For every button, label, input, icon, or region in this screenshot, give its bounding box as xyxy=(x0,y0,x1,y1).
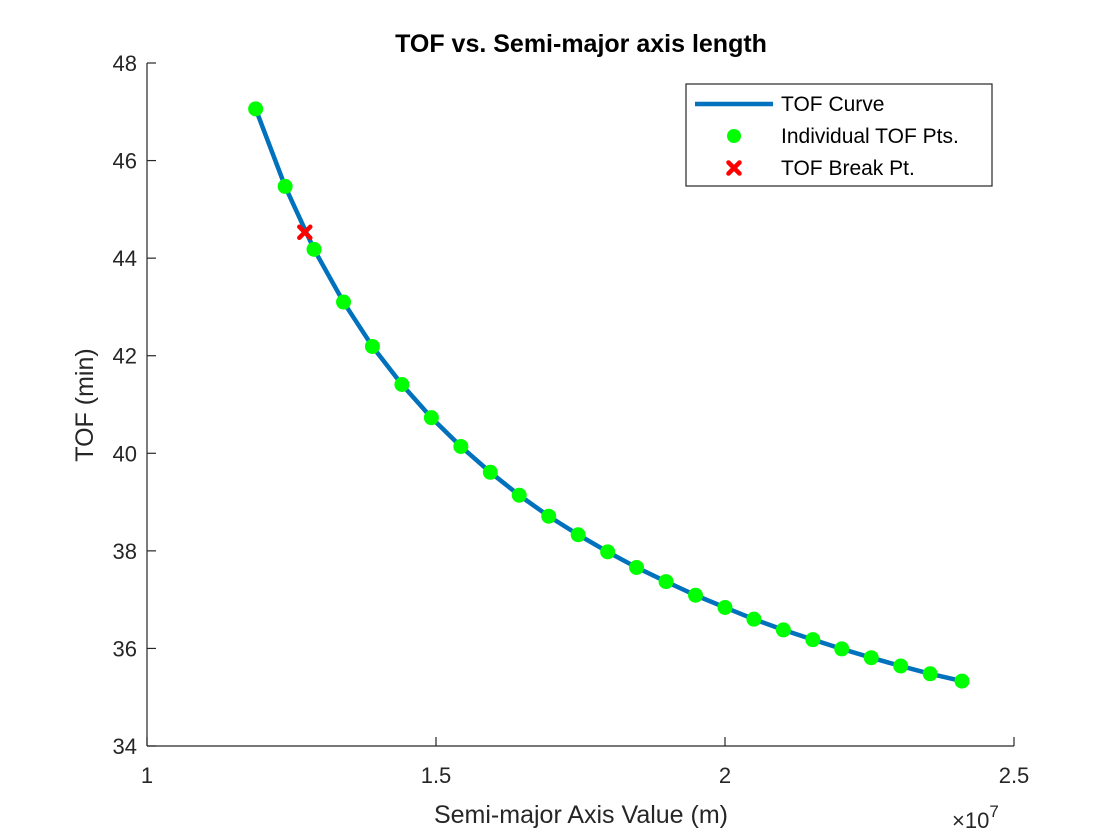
chart-title: TOF vs. Semi-major axis length xyxy=(395,30,767,58)
tof-point xyxy=(364,338,380,354)
tof-point xyxy=(688,587,704,603)
legend-circle-symbol xyxy=(727,129,741,143)
tof-point xyxy=(922,666,938,682)
y-tick-label: 36 xyxy=(113,636,137,661)
tof-point xyxy=(394,376,410,392)
tof-point xyxy=(277,178,293,194)
tof-point xyxy=(248,101,264,117)
tof-point xyxy=(954,673,970,689)
x-axis-exponent: ×107 xyxy=(952,802,999,833)
legend: TOF Curve Individual TOF Pts. TOF Break Pt… xyxy=(685,83,993,187)
y-axis-label: TOF (min) xyxy=(71,348,99,461)
axes: 1 1.5 2 2.5 34 36 38 40 42 44 46 48 xyxy=(113,51,1030,788)
tof-break-point xyxy=(297,224,313,241)
x-tick-label: 2.5 xyxy=(999,763,1030,788)
break-mark-stroke-b xyxy=(297,224,313,241)
x-tick-label: 2 xyxy=(719,763,731,788)
tof-point xyxy=(893,658,909,674)
tof-point xyxy=(306,241,322,257)
y-tick-label: 44 xyxy=(113,246,137,271)
legend-entry-label: Individual TOF Pts. xyxy=(781,125,959,148)
tof-point xyxy=(863,650,879,666)
tof-point xyxy=(600,544,616,560)
x-exponent-base: ×10 xyxy=(952,808,989,833)
tof-point xyxy=(453,438,469,454)
x-tick-label: 1 xyxy=(141,763,153,788)
x-exponent-power: 7 xyxy=(989,802,998,821)
legend-x-stroke-b xyxy=(726,160,742,176)
y-tick-label: 38 xyxy=(113,539,137,564)
tof-point xyxy=(805,632,821,648)
tof-point xyxy=(746,611,762,627)
y-tick-label: 48 xyxy=(113,51,137,76)
x-tick-label: 1.5 xyxy=(421,763,452,788)
legend-entry-label: TOF Break Pt. xyxy=(781,157,915,180)
y-tick-label: 40 xyxy=(113,441,137,466)
tof-point xyxy=(834,641,850,657)
y-tick-label: 34 xyxy=(113,734,137,759)
y-tick-label: 42 xyxy=(113,344,137,369)
tof-point xyxy=(629,559,645,575)
tof-point xyxy=(482,464,498,480)
y-tick-label: 46 xyxy=(113,149,137,174)
tof-point xyxy=(336,294,352,310)
tof-point xyxy=(423,410,439,426)
tof-point xyxy=(541,508,557,524)
plot-area xyxy=(248,101,970,689)
tof-point xyxy=(717,599,733,615)
tof-point xyxy=(775,622,791,638)
legend-entry-label: TOF Curve xyxy=(781,93,884,116)
legend-x-symbol xyxy=(726,160,742,176)
tof-point xyxy=(658,574,674,590)
tof-point xyxy=(511,487,527,503)
tof-point xyxy=(570,527,586,543)
x-axis-label: Semi-major Axis Value (m) xyxy=(434,801,728,829)
